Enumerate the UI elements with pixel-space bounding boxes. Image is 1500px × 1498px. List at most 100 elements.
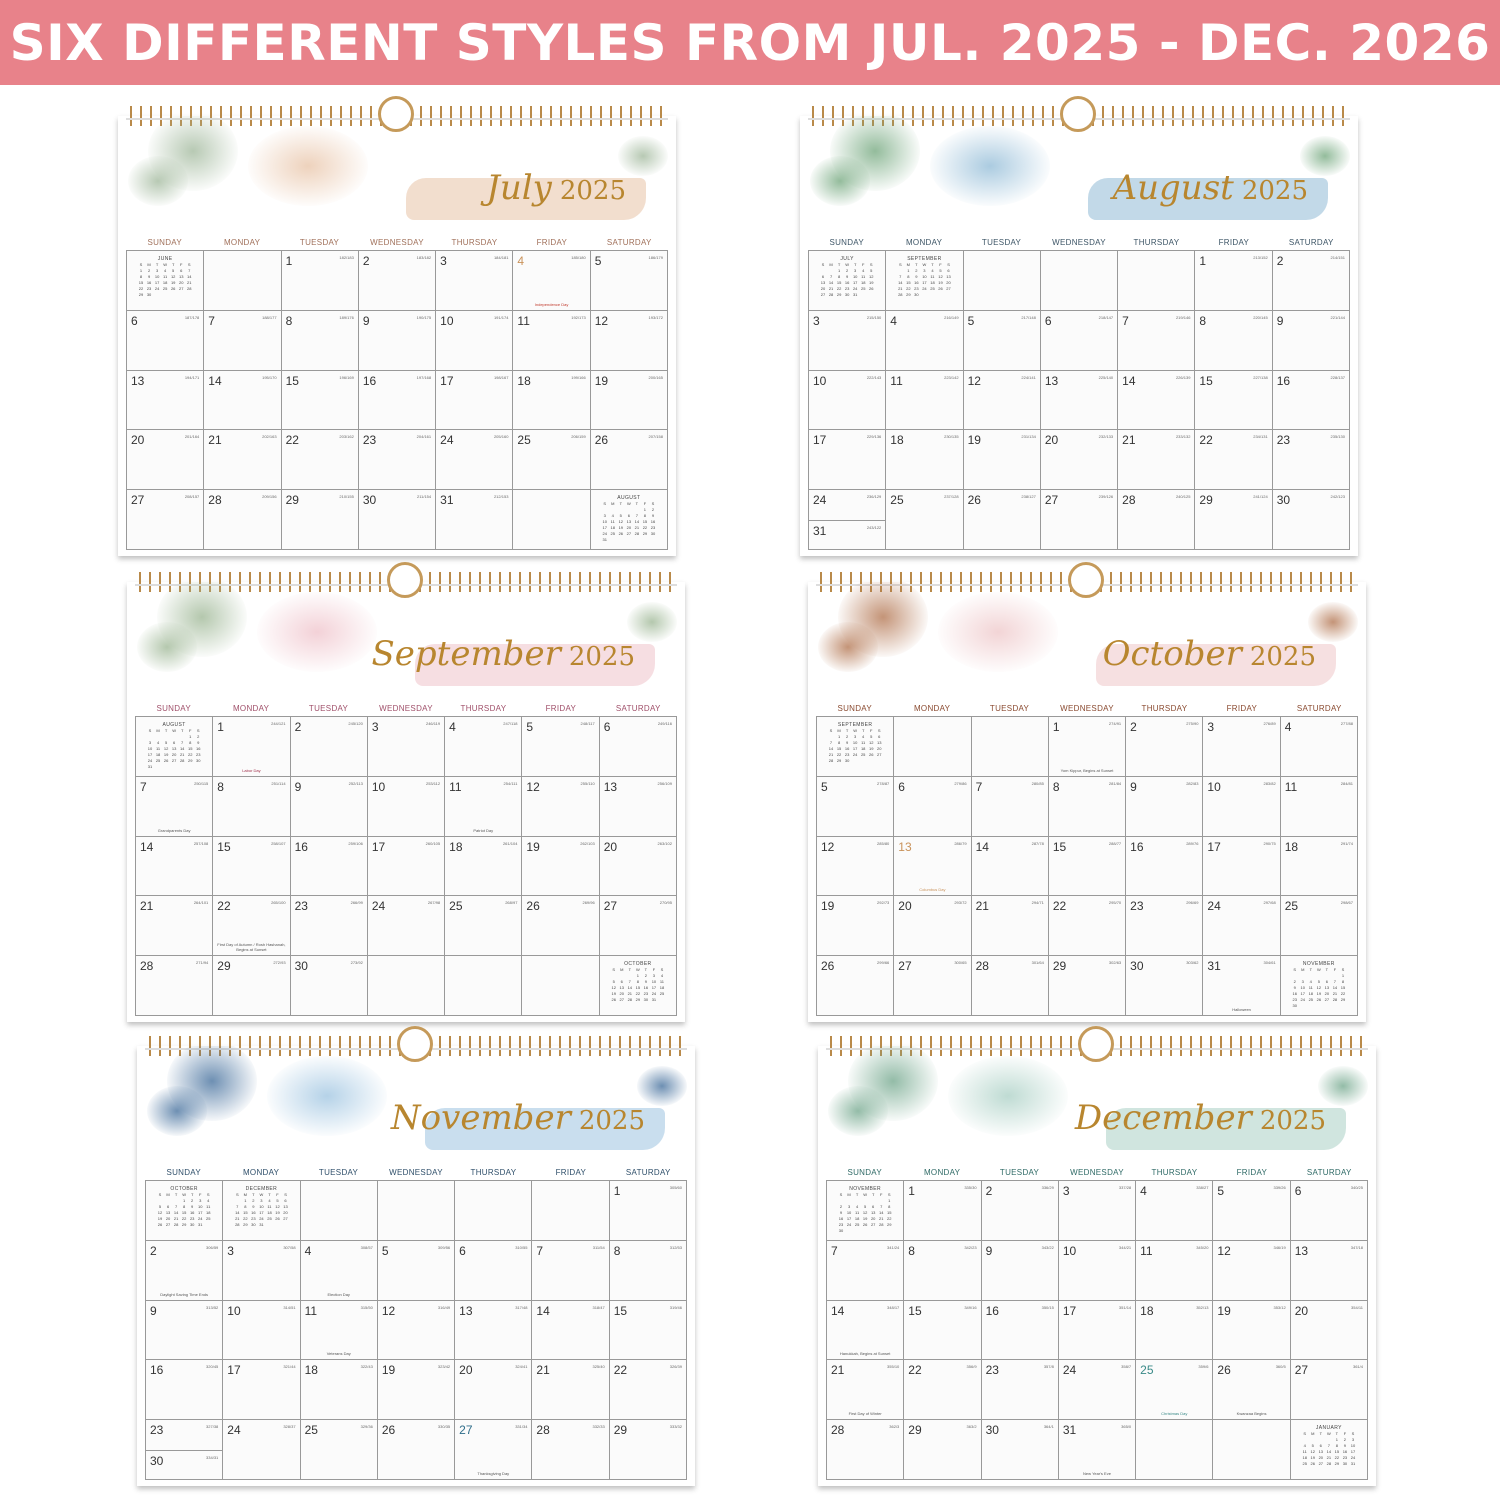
mini-day: 22 [635,991,641,997]
mini-day: 16 [1292,991,1297,997]
mini-day: 26 [868,752,874,757]
mini-day: 4 [862,268,865,273]
day-of-year: 297/68 [1263,900,1276,906]
day-cell: 2 183/182 [358,251,436,310]
weekday-label: FRIDAY [545,704,577,713]
day-of-year: 338/27 [1196,1185,1209,1190]
day-cell: 12 285/80 [817,836,894,896]
mini-calendar-month: DECEMBER [245,1186,278,1192]
day-cell: 2 245/120 [290,717,367,776]
day-cell: 20 324/41 [455,1360,532,1420]
day-number: 29 [1052,959,1067,974]
day-number: 14 [1122,373,1136,388]
month-year: 2025 [1249,642,1316,672]
day-cell [1118,251,1195,310]
month-grid: JULY S M T W T F S 1 2 3 4 5 6 7 8 9 10 11 12 13 14 15 16 17 18 19… [808,250,1350,550]
day-number: 16 [1130,839,1144,854]
day-of-year: 283/82 [1263,780,1276,786]
day-cell: 1 335/30 [904,1181,981,1240]
day-of-year: 302/63 [1108,960,1122,966]
day-cell: 6 340/25 [1290,1181,1367,1240]
day-cell: 11 254/111 Patriot Day [445,776,522,836]
mini-day: 7 [1333,979,1337,985]
mini-day: 26 [862,1222,868,1227]
mini-weekday: T [268,1192,271,1197]
day-of-year: 275/90 [1186,721,1199,726]
mini-day: 5 [864,1204,867,1209]
watercolor-blob [948,1056,1068,1136]
day-number: 6 [131,313,138,328]
day-of-year: 327/38 [206,1424,219,1430]
mini-day: 2 [1343,1437,1347,1443]
day-cell: 5 186/179 [590,251,667,310]
day-cell [204,251,281,310]
day-cell: 25 268/97 [445,896,522,956]
day-number: 8 [1199,313,1207,328]
day-cell: 5 278/87 [817,776,894,836]
mini-day: 25 [930,286,935,291]
day-cell: OCTOBER S M T W T F S 1 2 3 4 5 6 7 8 9 10 11 12 13 14 15 16 17 1… [146,1181,223,1240]
mini-day: 15 [836,280,842,285]
mini-day: 3 [1301,979,1304,985]
weekday-label: THURSDAY [470,1168,517,1177]
day-number: 8 [613,1243,621,1258]
weekday-label: FRIDAY [1218,238,1250,247]
day-cell: 28 362/3 [827,1420,904,1479]
day-cell: 7 280/85 [971,776,1048,836]
mini-day: 29 [906,292,911,297]
mini-day: 17 [259,1210,264,1215]
day-of-year: 184/181 [493,255,509,260]
mini-day: 18 [206,1210,211,1215]
mini-day: 7 [899,274,902,279]
day-of-year: 206/159 [571,434,586,440]
mini-day: 29 [887,1222,892,1227]
day-number: 13 [1294,1243,1309,1258]
day-number: 31 [813,523,827,538]
day-cell: 22 326/39 [609,1360,686,1420]
mini-day: 20 [619,991,624,997]
day-of-year: 261/104 [502,840,518,846]
mini-day: 15 [1334,1449,1340,1455]
mini-day: 21 [828,286,834,291]
holiday-label: Thanksgiving Day [477,1470,510,1476]
day-cell: 26 330/35 [377,1420,455,1479]
day-cell: 12 224/141 [963,370,1040,430]
mini-day: 29 [836,758,842,763]
day-number: 13 [603,779,618,794]
day-cell: 8 251/114 [213,776,290,836]
mini-weekday: S [947,262,950,267]
mini-day: 8 [139,274,143,279]
mini-day: 23 [146,286,152,291]
watercolor-blob [248,126,368,206]
hanger-hole [1078,1026,1114,1062]
mini-day: 21 [1326,1455,1332,1461]
day-number: 10 [227,1303,241,1318]
day-of-year: 204/161 [416,434,432,440]
day-number: 4 [1140,1184,1147,1198]
mini-weekday: M [829,262,833,267]
day-number: 6 [603,720,611,734]
mini-day: 1 [189,734,192,739]
month-grid: AUGUST S M T W T F S 1 2 3 4 5 6 7 8 9 10 11 12 13 14 15 16 17 18… [135,716,677,1016]
day-cell: 11 345/20 [1136,1240,1213,1300]
mini-weekday: F [869,728,873,733]
day-of-year: 342/23 [964,1244,977,1250]
day-number: 22 [285,433,299,448]
day-cell: 25 206/159 [513,430,590,490]
day-cell: 25 329/36 [300,1420,377,1479]
day-of-year: 341/24 [887,1244,900,1250]
day-cell: 30 303/62 [1126,956,1203,1015]
day-number: 14 [536,1303,550,1318]
mini-calendar: NOVEMBER S M T W T F S 1 2 3 4 5 6 7 8 9 10 11 12 13 14 15 16 17… [1285,961,1353,1009]
day-number: 7 [536,1243,544,1258]
day-number: 11 [890,373,903,388]
day-of-year: 294/71 [1031,900,1044,906]
day-cell [963,251,1040,310]
mini-day: 12 [275,1204,280,1209]
mini-day: 24 [259,1216,264,1221]
day-number: 26 [1217,1363,1231,1378]
mini-day: 19 [868,746,874,751]
mini-day: 14 [627,985,633,991]
day-cell: 23 204/161 [358,430,436,490]
day-cell: 13 194/171 [127,370,204,430]
